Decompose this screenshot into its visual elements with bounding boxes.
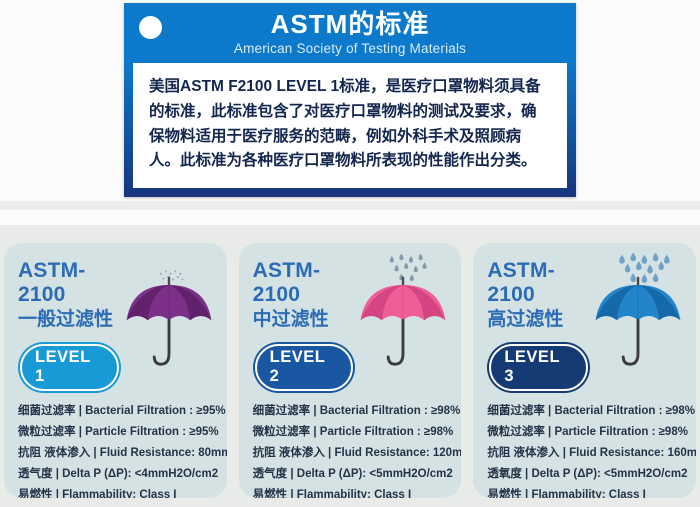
purple-umbrella-icon <box>126 270 212 366</box>
level-card-2: ASTM-2100 中过滤性 LEVEL 2 <box>238 243 462 498</box>
spec-particle-filtration: 微粒过滤率 | Particle Filtration : ≥98% <box>487 426 688 439</box>
spec-fluid-resistance: 抗阻 液体渗入 | Fluid Resistance: 80mmHg <box>18 447 227 460</box>
card-title: ASTM-2100 <box>18 259 86 307</box>
spec-flammability: 易燃性 | Flammability: Class I <box>252 489 412 498</box>
rain-drizzle-icon <box>159 270 184 281</box>
card-title: ASTM-2100 <box>487 259 555 307</box>
spec-bacterial-filtration: 细菌过滤率 | Bacterial Filtration : ≥98% <box>487 405 695 418</box>
level-badge: LEVEL 3 <box>489 344 589 392</box>
astm-standard-panel: ASTM的标准 American Society of Testing Mate… <box>124 3 576 197</box>
card-top: ASTM-2100 中过滤性 LEVEL 2 <box>252 253 452 392</box>
rain-moderate-icon <box>390 253 428 281</box>
panel-subtitle: American Society of Testing Materials <box>233 41 467 57</box>
spec-particle-filtration: 微粒过滤率 | Particle Filtration : ≥95% <box>18 426 219 439</box>
panel-title: ASTM的标准 <box>270 8 430 39</box>
card-heading: ASTM-2100 高过滤性 LEVEL 3 <box>487 255 589 392</box>
spec-list: 细菌过滤率 | Bacterial Filtration : ≥98% 微粒过滤… <box>487 401 697 498</box>
spec-bacterial-filtration: 细菌过滤率 | Bacterial Filtration : ≥95% <box>18 405 226 418</box>
level-card-3: ASTM-2100 高过滤性 LEVEL 3 <box>473 243 697 498</box>
spec-delta-p: 透气度 | Delta P (ΔP): <4mmH2O/cm2 <box>18 468 219 481</box>
spec-delta-p: 透氧度 | Delta P (ΔP): <5mmH2O/cm2 <box>487 468 688 481</box>
card-subtitle: 高过滤性 <box>487 309 564 331</box>
level-badge: LEVEL 2 <box>254 344 354 392</box>
card-heading: ASTM-2100 中过滤性 LEVEL 2 <box>252 255 354 392</box>
spec-flammability: 易燃性 | Flammability: Class I <box>487 489 646 498</box>
top-section: ASTM的标准 American Society of Testing Mate… <box>0 0 700 225</box>
spec-fluid-resistance: 抗阻 液体渗入 | Fluid Resistance: 160mmHg <box>487 447 697 460</box>
panel-body-text: 美国ASTM F2100 LEVEL 1标准，是医疗口罩物料须具备的标准，此标准… <box>133 63 567 188</box>
panel-header: ASTM的标准 American Society of Testing Mate… <box>124 3 576 61</box>
card-top: ASTM-2100 一般过滤性 LEVEL 1 <box>18 255 217 392</box>
level-card-1: ASTM-2100 一般过滤性 LEVEL 1 <box>4 243 227 498</box>
card-top: ASTM-2100 高过滤性 LEVEL 3 <box>487 253 686 392</box>
spec-delta-p: 透气度 | Delta P (ΔP): <5mmH2O/cm2 <box>252 468 453 481</box>
spec-bacterial-filtration: 细菌过滤率 | Bacterial Filtration : ≥98% <box>252 405 461 418</box>
card-title: ASTM-2100 <box>252 259 321 307</box>
spec-fluid-resistance: 抗阻 液体渗入 | Fluid Resistance: 120mmHg <box>252 447 462 460</box>
rain-heavy-icon <box>619 253 670 283</box>
section-divider <box>0 201 700 210</box>
circle-bullet-icon <box>139 16 162 39</box>
spec-particle-filtration: 微粒过滤率 | Particle Filtration : ≥98% <box>252 426 454 439</box>
levels-section: ASTM-2100 一般过滤性 LEVEL 1 <box>0 225 700 507</box>
spec-list: 细菌过滤率 | Bacterial Filtration : ≥95% 微粒过滤… <box>18 401 227 498</box>
card-subtitle: 中过滤性 <box>252 309 329 331</box>
level-badge: LEVEL 1 <box>20 344 119 392</box>
spec-list: 细菌过滤率 | Bacterial Filtration : ≥98% 微粒过滤… <box>252 401 462 498</box>
card-subtitle: 一般过滤性 <box>18 309 114 331</box>
pink-umbrella-icon <box>360 253 446 366</box>
spec-flammability: 易燃性 | Flammability: Class I <box>18 489 177 498</box>
blue-umbrella-icon <box>595 253 681 366</box>
card-heading: ASTM-2100 一般过滤性 LEVEL 1 <box>18 255 119 392</box>
